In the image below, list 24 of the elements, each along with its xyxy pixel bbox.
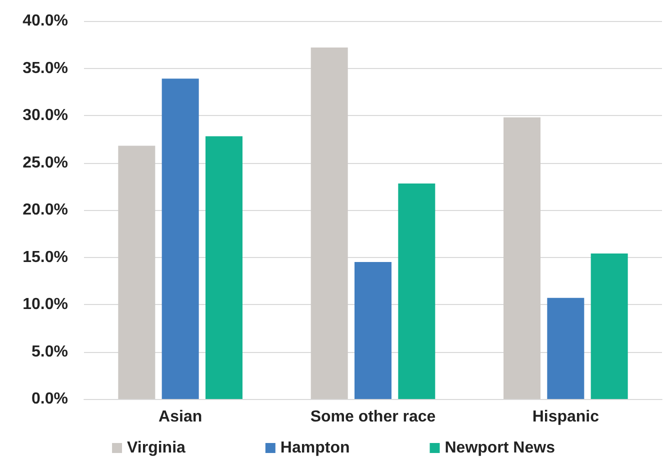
bar bbox=[162, 78, 199, 399]
y-tick-label: 25.0% bbox=[22, 154, 68, 172]
legend-label: Newport News bbox=[444, 440, 556, 456]
legend-label: Virginia bbox=[127, 440, 186, 456]
x-tick-label: Some other race bbox=[310, 408, 436, 426]
y-tick-label: 10.0% bbox=[22, 296, 68, 313]
bar bbox=[590, 253, 628, 399]
y-tick-label: 40.0% bbox=[22, 12, 68, 30]
y-tick-label: 0.0% bbox=[32, 390, 68, 408]
bar bbox=[310, 47, 348, 399]
y-tick-label: 20.0% bbox=[22, 202, 68, 218]
bar bbox=[398, 184, 436, 399]
y-tick-label: 35.0% bbox=[22, 60, 68, 77]
legend-label: Hampton bbox=[280, 440, 350, 456]
bar bbox=[354, 262, 392, 399]
y-tick-label: 5.0% bbox=[32, 343, 68, 360]
bar bbox=[205, 136, 242, 399]
bar bbox=[547, 298, 584, 399]
bar bbox=[118, 146, 156, 399]
x-tick-label: Asian bbox=[158, 408, 202, 426]
x-tick-label: Hispanic bbox=[532, 408, 600, 426]
y-tick-label: 15.0% bbox=[22, 248, 68, 266]
y-tick-label: 30.0% bbox=[22, 107, 68, 124]
bar bbox=[504, 117, 541, 399]
